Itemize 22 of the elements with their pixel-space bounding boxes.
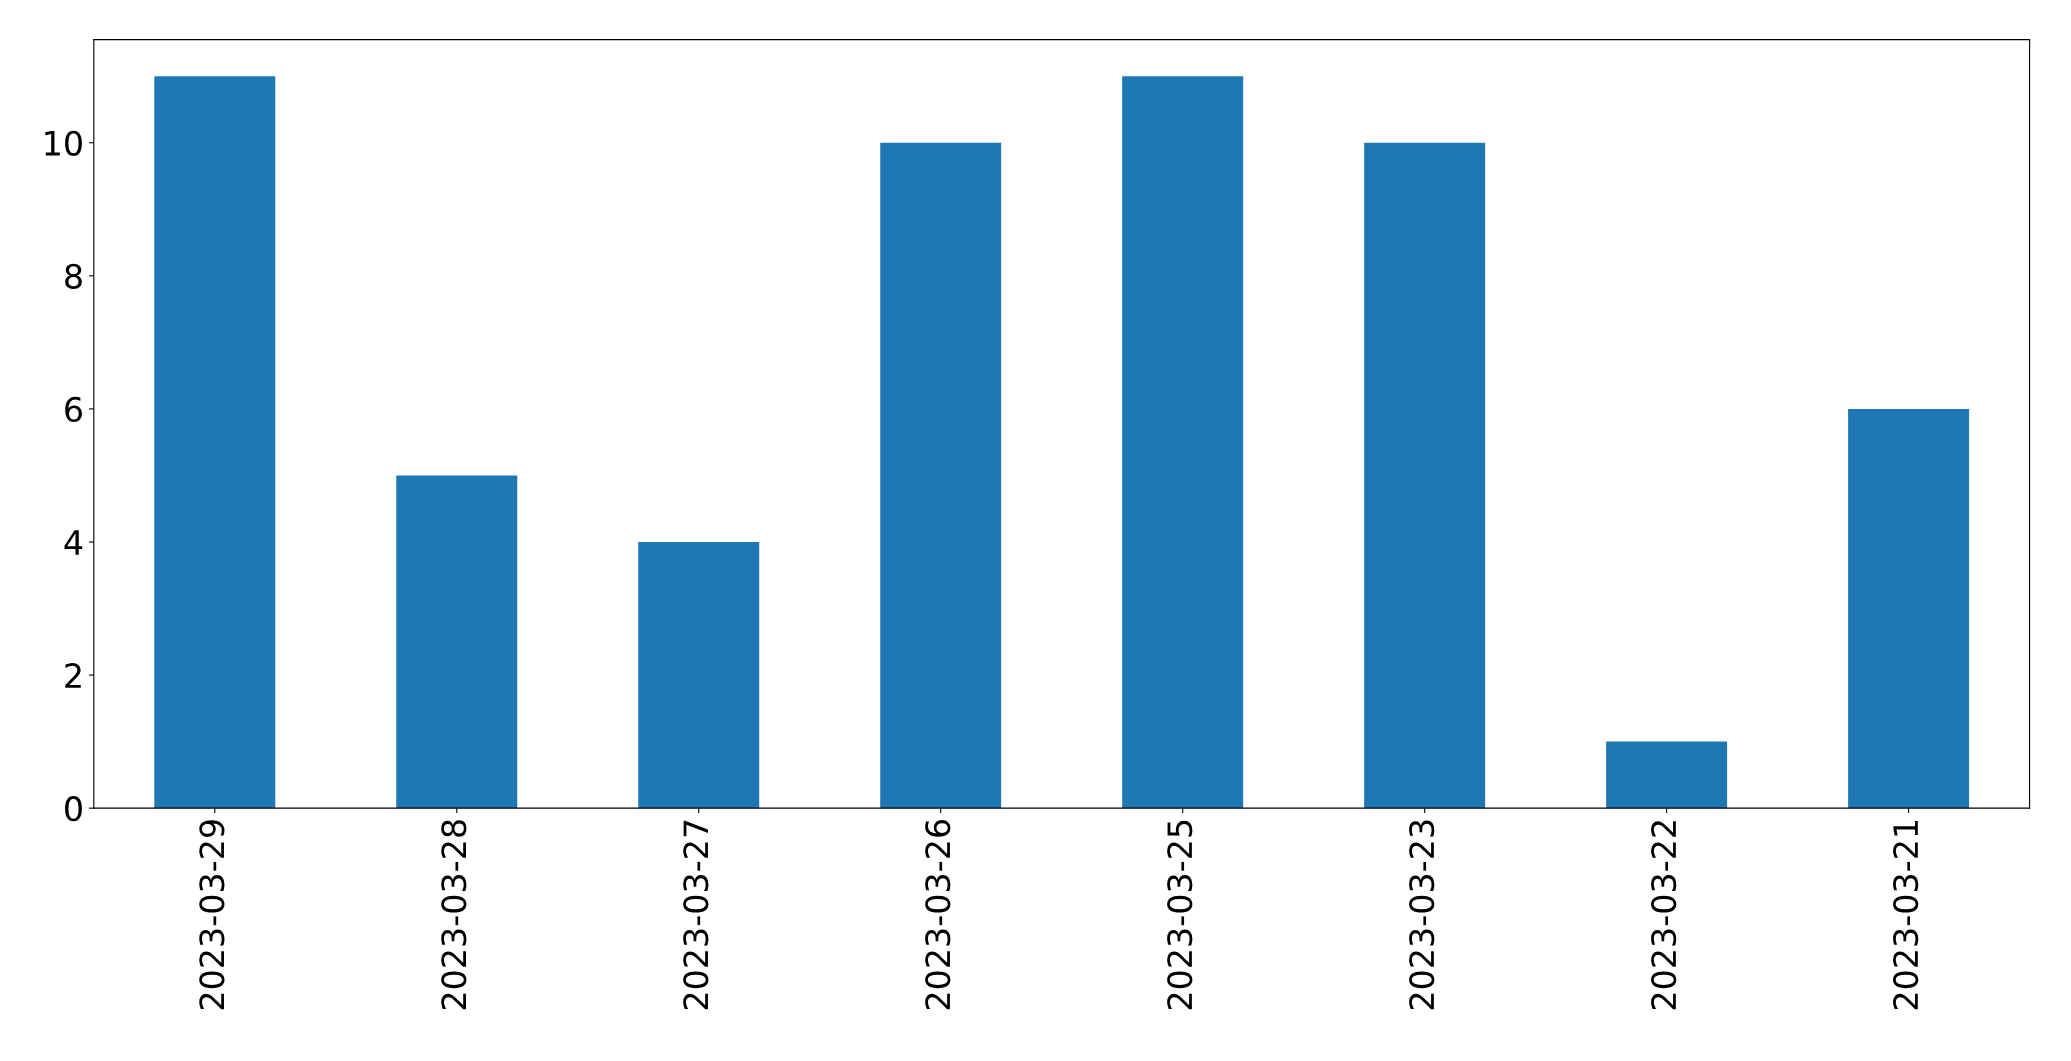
bar xyxy=(396,475,518,809)
x-tick-label: 2023-03-22 xyxy=(1651,821,1677,1010)
y-tick-label: 0 xyxy=(65,796,82,822)
y-tick-label: 2 xyxy=(65,663,81,688)
x-tick-label: 2023-03-27 xyxy=(683,820,709,1010)
bar xyxy=(880,142,1002,809)
x-tick-label: 2023-03-23 xyxy=(1409,820,1435,1010)
y-tick-label: 6 xyxy=(65,396,82,423)
bar xyxy=(1606,741,1728,809)
x-tick-label: 2023-03-29 xyxy=(199,820,225,1010)
x-tick-label: 2023-03-26 xyxy=(925,819,951,1010)
x-tick-label: 2023-03-25 xyxy=(1167,820,1193,1010)
bar xyxy=(1122,76,1244,809)
bar xyxy=(1364,142,1486,809)
x-tick-label: 2023-03-21 xyxy=(1893,820,1919,1010)
y-tick-label: 10 xyxy=(45,130,82,156)
x-tick-label: 2023-03-28 xyxy=(441,820,467,1010)
y-tick-label: 8 xyxy=(65,263,82,289)
bar xyxy=(638,541,760,809)
bar xyxy=(154,76,276,809)
bar xyxy=(1848,408,1970,809)
y-tick-label: 4 xyxy=(64,530,83,555)
